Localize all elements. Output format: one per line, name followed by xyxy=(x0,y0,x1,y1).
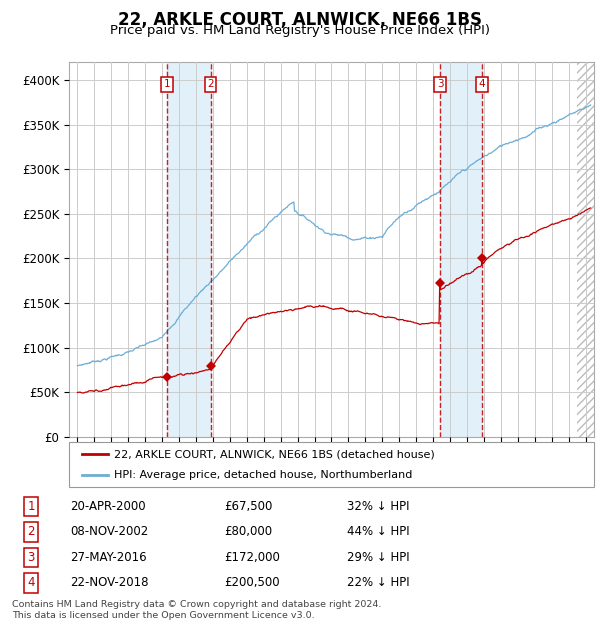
Text: Price paid vs. HM Land Registry's House Price Index (HPI): Price paid vs. HM Land Registry's House … xyxy=(110,24,490,37)
Text: £67,500: £67,500 xyxy=(224,500,273,513)
Text: 08-NOV-2002: 08-NOV-2002 xyxy=(70,525,148,538)
Text: HPI: Average price, detached house, Northumberland: HPI: Average price, detached house, Nort… xyxy=(113,469,412,480)
Text: Contains HM Land Registry data © Crown copyright and database right 2024.
This d: Contains HM Land Registry data © Crown c… xyxy=(12,600,382,619)
Text: 1: 1 xyxy=(164,79,170,89)
Text: 22% ↓ HPI: 22% ↓ HPI xyxy=(347,577,409,590)
Text: £200,500: £200,500 xyxy=(224,577,280,590)
Bar xyxy=(167,62,211,437)
Text: 22, ARKLE COURT, ALNWICK, NE66 1BS: 22, ARKLE COURT, ALNWICK, NE66 1BS xyxy=(118,11,482,29)
Text: £172,000: £172,000 xyxy=(224,551,280,564)
Text: 29% ↓ HPI: 29% ↓ HPI xyxy=(347,551,409,564)
Text: 32% ↓ HPI: 32% ↓ HPI xyxy=(347,500,409,513)
Text: £80,000: £80,000 xyxy=(224,525,272,538)
Text: 44% ↓ HPI: 44% ↓ HPI xyxy=(347,525,409,538)
Bar xyxy=(577,62,594,437)
Text: 3: 3 xyxy=(28,551,35,564)
Text: 2: 2 xyxy=(28,525,35,538)
Text: 22-NOV-2018: 22-NOV-2018 xyxy=(70,577,149,590)
Text: 1: 1 xyxy=(28,500,35,513)
Text: 22, ARKLE COURT, ALNWICK, NE66 1BS (detached house): 22, ARKLE COURT, ALNWICK, NE66 1BS (deta… xyxy=(113,449,434,459)
Bar xyxy=(440,62,482,437)
Text: 3: 3 xyxy=(437,79,443,89)
Text: 2: 2 xyxy=(207,79,214,89)
Text: 27-MAY-2016: 27-MAY-2016 xyxy=(70,551,147,564)
Text: 20-APR-2000: 20-APR-2000 xyxy=(70,500,146,513)
Text: 4: 4 xyxy=(479,79,485,89)
Text: 4: 4 xyxy=(28,577,35,590)
